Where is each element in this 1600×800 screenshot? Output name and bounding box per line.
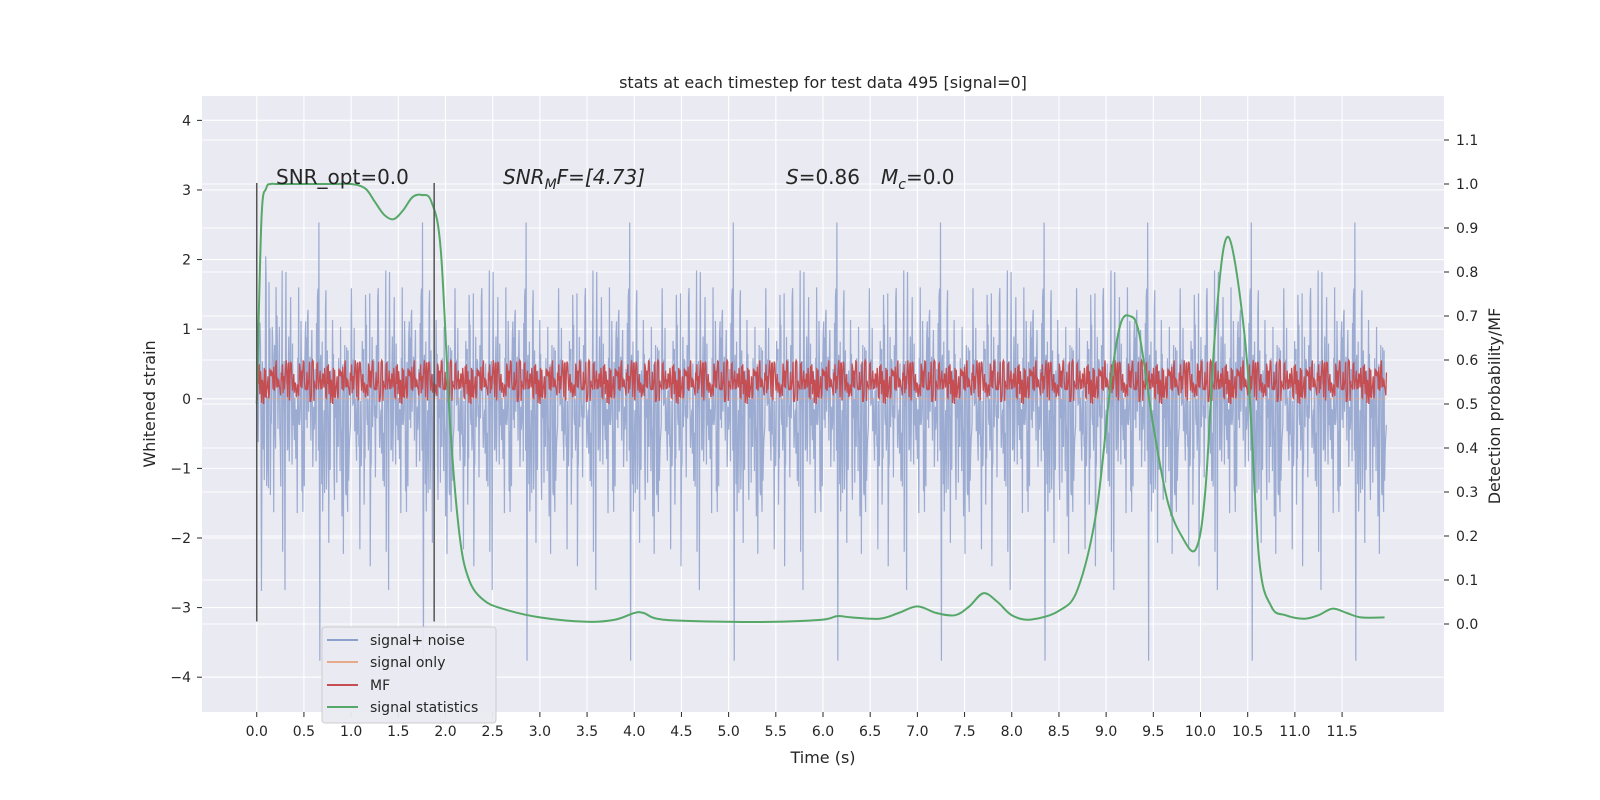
y-left-tick-label: −1 <box>170 461 191 477</box>
annotation-snr-opt: SNR_opt=0.0 <box>276 165 409 189</box>
x-tick-label: 3.0 <box>529 724 551 740</box>
legend: signal+ noise signal only MF signal stat… <box>321 626 497 724</box>
legend-label-signal-noise: signal+ noise <box>370 633 465 649</box>
x-tick-label: 10.5 <box>1232 724 1263 740</box>
x-tick-label: 5.5 <box>765 724 787 740</box>
x-tick-label: 8.5 <box>1048 724 1070 740</box>
x-axis-label: Time (s) <box>789 748 855 767</box>
x-tick-label: 1.5 <box>387 724 409 740</box>
y-right-tick-label: 0.7 <box>1456 309 1478 325</box>
y-right-tick-label: 0.5 <box>1456 397 1478 413</box>
y-axis-right-ticks: 0.0 0.1 0.2 0.3 0.4 0.5 0.6 0.7 0.8 0.9 1.0 1.1 <box>1444 133 1478 633</box>
chart-title: stats at each timestep for test data 495… <box>619 73 1027 92</box>
x-tick-label: 7.5 <box>953 724 975 740</box>
x-tick-label: 6.0 <box>812 724 834 740</box>
detection-window-lines <box>255 183 435 622</box>
y-left-tick-label: 3 <box>182 183 191 199</box>
x-tick-label: 0.5 <box>293 724 315 740</box>
series-signal-statistics <box>255 182 1385 624</box>
x-tick-label: 2.5 <box>482 724 504 740</box>
y-right-tick-label: 0.9 <box>1456 221 1478 237</box>
y-right-tick-label: 0.8 <box>1456 265 1478 281</box>
y-right-tick-label: 0.2 <box>1456 529 1478 545</box>
x-tick-label: 0.0 <box>246 724 268 740</box>
y-axis-right-label: Detection probability/MF <box>1485 308 1504 505</box>
x-tick-label: 2.0 <box>434 724 456 740</box>
series-mf <box>256 358 1388 405</box>
y-left-tick-label: 2 <box>182 253 191 269</box>
y-axis-left-label: Whitened strain <box>140 340 159 467</box>
x-tick-label: 3.5 <box>576 724 598 740</box>
y-left-tick-label: 1 <box>182 322 191 338</box>
legend-label-signal-only: signal only <box>370 655 445 671</box>
x-tick-label: 4.0 <box>623 724 645 740</box>
y-left-tick-label: 0 <box>182 392 191 408</box>
x-tick-label: 9.5 <box>1142 724 1164 740</box>
y-axis-left-ticks: −4 −3 −2 −1 0 1 2 3 4 <box>170 113 202 686</box>
x-tick-label: 5.0 <box>717 724 739 740</box>
y-left-tick-label: −2 <box>170 531 191 547</box>
y-right-tick-label: 0.1 <box>1456 573 1478 589</box>
series-signal-noise <box>256 222 1388 661</box>
annotation-mc: Mc=0.0 <box>881 165 955 193</box>
x-tick-label: 1.0 <box>340 724 362 740</box>
line-signal-noise <box>256 222 1388 661</box>
y-right-tick-label: 0.4 <box>1456 441 1478 457</box>
y-left-tick-label: −3 <box>170 601 191 617</box>
y-right-tick-label: 1.0 <box>1456 177 1478 193</box>
y-right-tick-label: 0.3 <box>1456 485 1478 501</box>
annotation-s: S=0.86 <box>786 165 860 189</box>
annotation-snr-mf: SNRMF=[4.73] <box>503 165 645 193</box>
line-signal-statistics <box>255 182 1385 624</box>
x-tick-label: 9.0 <box>1095 724 1117 740</box>
y-right-tick-label: 0.6 <box>1456 353 1478 369</box>
x-tick-label: 11.5 <box>1326 724 1357 740</box>
x-tick-label: 11.0 <box>1279 724 1310 740</box>
line-mf <box>256 358 1388 405</box>
x-tick-label: 10.0 <box>1185 724 1216 740</box>
y-left-tick-label: 4 <box>182 113 191 129</box>
y-right-tick-label: 1.1 <box>1456 133 1478 149</box>
x-tick-label: 8.0 <box>1001 724 1023 740</box>
x-axis-ticks: 0.0 0.5 1.0 1.5 2.0 2.5 3.0 3.5 4.0 4.5 5.0 5.5 6.0 6… <box>246 712 1358 740</box>
legend-label-mf: MF <box>370 678 390 694</box>
legend-box <box>321 626 497 724</box>
y-right-tick-label: 0.0 <box>1456 617 1478 633</box>
x-tick-label: 7.0 <box>906 724 928 740</box>
x-tick-label: 4.5 <box>670 724 692 740</box>
legend-label-signal-statistics: signal statistics <box>370 700 478 716</box>
y-left-tick-label: −4 <box>170 670 191 686</box>
x-tick-label: 6.5 <box>859 724 881 740</box>
